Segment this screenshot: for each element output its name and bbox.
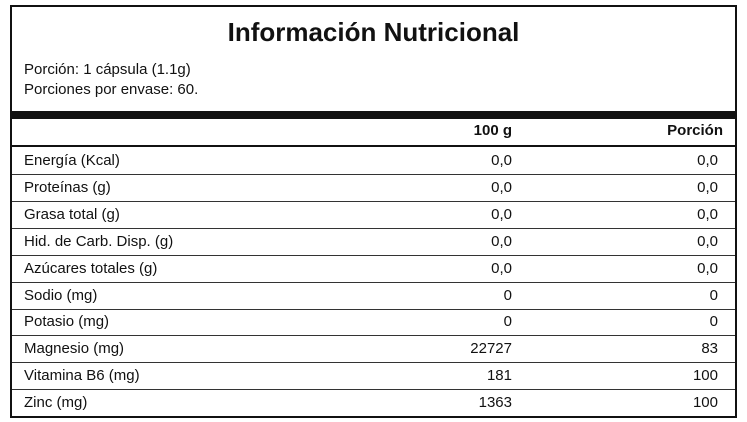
nutrient-value: 100 bbox=[692, 367, 718, 385]
divider-bar bbox=[12, 111, 735, 119]
nutrient-value: 0,0 bbox=[697, 178, 718, 196]
table-row: Potasio (mg) 0 0 bbox=[12, 308, 735, 337]
nutrient-value: 0,0 bbox=[491, 152, 512, 169]
nutrition-panel: Información Nutricional Porción: 1 cápsu… bbox=[10, 5, 737, 418]
nutrient-value: 0 bbox=[709, 313, 718, 331]
table-row: Zinc (mg) 1363 100 bbox=[12, 389, 735, 416]
table-row: Magnesio (mg) 22727 83 bbox=[12, 335, 735, 364]
serving-size: Porción: 1 cápsula (1.1g) bbox=[24, 61, 191, 78]
nutrient-value: 0 bbox=[503, 313, 512, 331]
nutrient-value: 100 bbox=[692, 394, 718, 412]
nutrient-value: 0,0 bbox=[697, 152, 718, 169]
table-row: Sodio (mg) 0 0 bbox=[12, 282, 735, 310]
nutrient-value: 0,0 bbox=[491, 205, 512, 223]
nutrient-name: Grasa total (g) bbox=[24, 205, 120, 223]
nutrient-value: 22727 bbox=[470, 340, 512, 358]
table-row: Energía (Kcal) 0,0 0,0 bbox=[12, 147, 735, 175]
nutrient-value: 83 bbox=[701, 340, 718, 358]
nutrient-name: Proteínas (g) bbox=[24, 178, 111, 196]
nutrient-name: Zinc (mg) bbox=[24, 394, 88, 412]
table-row: Vitamina B6 (mg) 181 100 bbox=[12, 362, 735, 391]
nutrient-value: 0 bbox=[709, 286, 718, 304]
column-header: 100 g bbox=[473, 122, 512, 139]
nutrient-value: 181 bbox=[486, 367, 512, 385]
nutrient-value: 0 bbox=[503, 286, 512, 304]
table-row: Proteínas (g) 0,0 0,0 bbox=[12, 174, 735, 202]
nutrient-value: 0,0 bbox=[697, 259, 718, 277]
nutrient-name: Azúcares totales (g) bbox=[24, 259, 158, 277]
nutrient-value: 0,0 bbox=[491, 232, 512, 250]
table-row: Hid. de Carb. Disp. (g) 0,0 0,0 bbox=[12, 228, 735, 256]
nutrient-name: Magnesio (mg) bbox=[24, 340, 125, 358]
column-header: Porción bbox=[667, 122, 723, 139]
table-row: Grasa total (g) 0,0 0,0 bbox=[12, 201, 735, 229]
nutrient-name: Hid. de Carb. Disp. (g) bbox=[24, 232, 174, 250]
table-row: Azúcares totales (g) 0,0 0,0 bbox=[12, 255, 735, 283]
nutrient-name: Sodio (mg) bbox=[24, 286, 98, 304]
divider-line bbox=[12, 145, 735, 147]
nutrient-value: 0,0 bbox=[697, 205, 718, 223]
nutrient-name: Vitamina B6 (mg) bbox=[24, 367, 140, 385]
nutrient-name: Potasio (mg) bbox=[24, 313, 110, 331]
title: Información Nutricional bbox=[227, 17, 520, 47]
nutrient-value: 0,0 bbox=[697, 232, 718, 250]
nutrient-value: 1363 bbox=[478, 394, 512, 412]
servings-per-container: Porciones por envase: 60. bbox=[24, 81, 199, 98]
nutrient-name: Energía (Kcal) bbox=[24, 152, 120, 169]
nutrient-value: 0,0 bbox=[491, 178, 512, 196]
nutrient-value: 0,0 bbox=[491, 259, 512, 277]
